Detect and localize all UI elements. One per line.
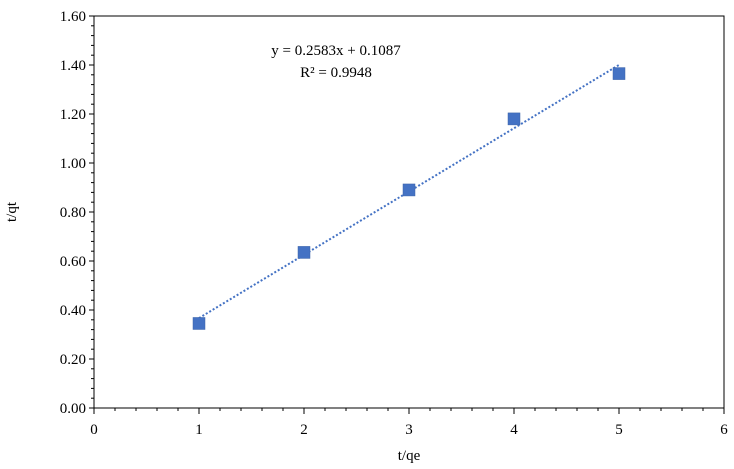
y-tick-label: 1.40 bbox=[60, 58, 86, 74]
data-point-marker bbox=[297, 246, 311, 259]
y-tick-label: 0.00 bbox=[60, 401, 86, 417]
y-tick-label: 1.00 bbox=[60, 156, 86, 172]
trendline-equation: y = 0.2583x + 0.1087 bbox=[271, 43, 401, 59]
data-point-marker bbox=[507, 112, 521, 126]
x-tick-label: 3 bbox=[405, 422, 413, 438]
trendline-r-squared: R² = 0.9948 bbox=[300, 65, 372, 81]
x-axis-title: t/qe bbox=[398, 448, 421, 464]
x-tick-label: 4 bbox=[510, 422, 518, 438]
x-tick-label: 2 bbox=[300, 422, 308, 438]
y-tick-label: 0.40 bbox=[60, 303, 86, 319]
data-point-marker bbox=[612, 67, 626, 80]
x-tick-label: 1 bbox=[195, 422, 203, 438]
plot-area-frame bbox=[93, 15, 725, 409]
y-tick-label: 0.80 bbox=[60, 205, 86, 221]
x-tick-label: 0 bbox=[90, 422, 98, 438]
y-tick-label: 1.20 bbox=[60, 107, 86, 123]
data-point-marker bbox=[402, 183, 416, 197]
y-tick-label: 1.60 bbox=[60, 9, 86, 25]
data-point-marker bbox=[192, 317, 206, 330]
y-tick-label: 0.60 bbox=[60, 254, 86, 270]
y-tick-label: 0.20 bbox=[60, 352, 86, 368]
x-tick-label: 5 bbox=[615, 422, 623, 438]
y-axis-title: t/qt bbox=[4, 201, 20, 222]
x-tick-label: 6 bbox=[720, 422, 728, 438]
